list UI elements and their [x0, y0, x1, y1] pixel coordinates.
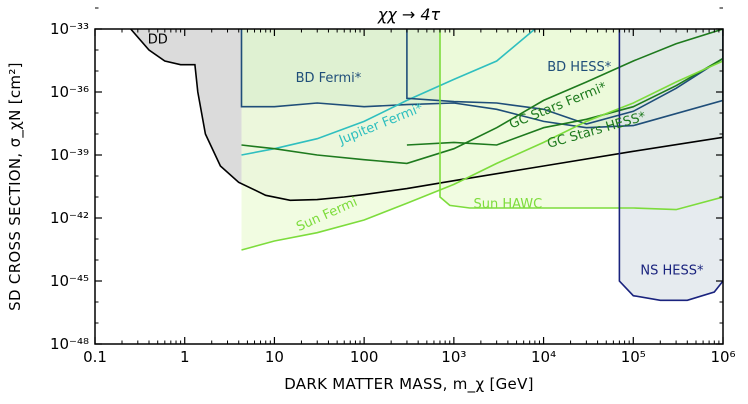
y-tick-label: 10⁻⁴⁵	[50, 272, 89, 290]
curve-ns-hess	[618, 29, 723, 302]
x-axis: 0.1 1 10 100 10³ 10⁴ 10⁵ 10⁶	[83, 29, 736, 366]
curve-sun-hawc	[439, 29, 723, 211]
x-tick-label: 10⁵	[621, 348, 646, 366]
curve-bd-fermi	[240, 29, 723, 129]
label-sun-hawc: Sun HAWC	[473, 197, 542, 212]
x-tick-label: 1	[180, 348, 190, 366]
curve-bd-hess	[406, 29, 723, 125]
region-ns-hess	[619, 29, 723, 301]
y-tick-label: 10⁻³⁶	[50, 83, 89, 101]
curve-dd	[130, 29, 723, 202]
label-bd-hess: BD HESS*	[547, 60, 612, 75]
curve-gc-stars-fermi	[241, 29, 723, 165]
label-bd-fermi: BD Fermi*	[296, 71, 362, 86]
plot-frame	[94, 28, 724, 345]
y-tick-label: 10⁻⁴⁸	[50, 335, 89, 353]
y-tick-label: 10⁻⁴²	[50, 209, 89, 227]
label-dd: DD	[148, 33, 168, 48]
label-ns-hess: NS HESS*	[640, 264, 704, 279]
x-tick-label: 10⁶	[710, 348, 735, 366]
x-tick-label: 10	[265, 348, 284, 366]
x-tick-label: 0.1	[83, 348, 107, 366]
y-tick-label: 10⁻³³	[50, 20, 89, 38]
curve-sun-fermi	[241, 60, 723, 251]
curve-jupiter-fermi	[241, 29, 536, 156]
x-tick-label: 10³	[441, 348, 466, 366]
y-axis-label: SD CROSS SECTION, σ_χN [cm²]	[6, 62, 25, 311]
x-tick-label: 10⁴	[531, 348, 556, 366]
x-axis-label: DARK MATTER MASS, m_χ [GeV]	[284, 375, 534, 394]
curve-gc-stars-hess	[406, 57, 723, 146]
y-tick-label: 10⁻³⁹	[50, 146, 89, 164]
x-tick-label: 100	[350, 348, 379, 366]
y-axis: 10⁻⁴⁸ 10⁻⁴⁵ 10⁻⁴² 10⁻³⁹ 10⁻³⁶ 10⁻³³	[50, 7, 723, 353]
chart-title: χχ → 4τ	[377, 5, 441, 24]
limit-curves	[130, 29, 723, 302]
